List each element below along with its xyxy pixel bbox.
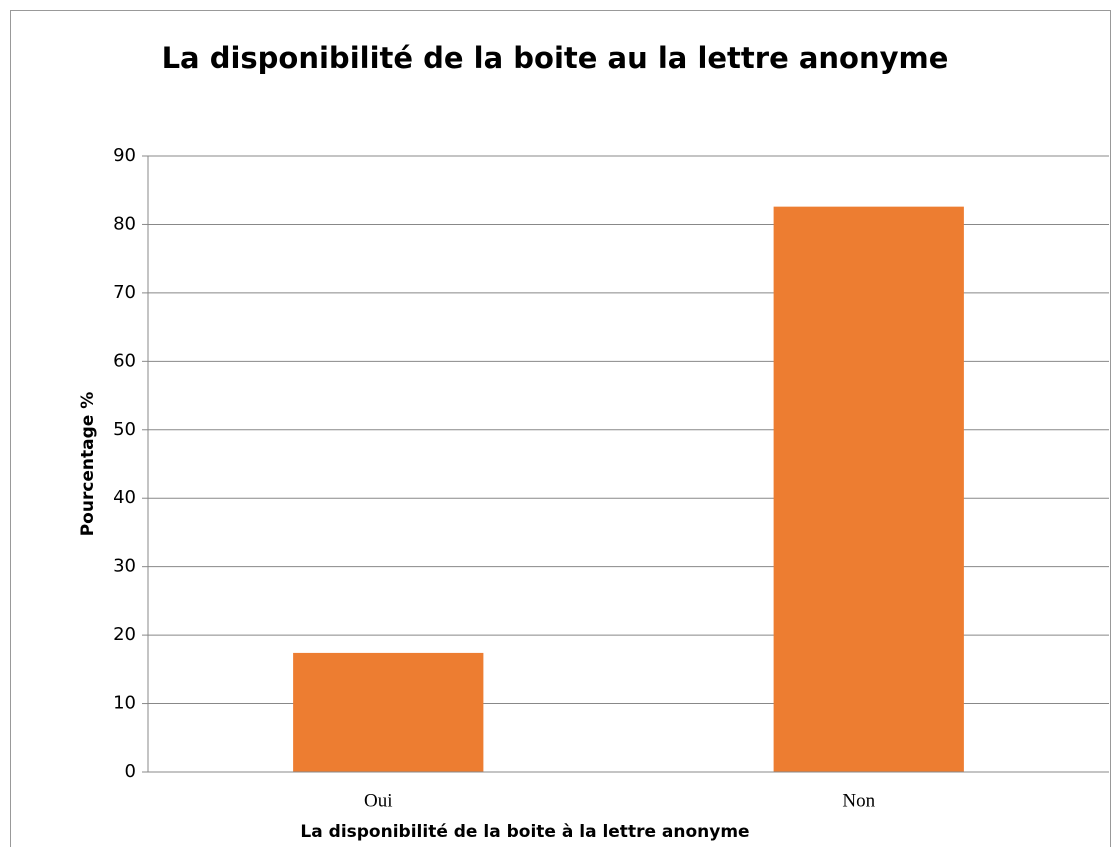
x-axis-title: La disponibilité de la boite à la lettre… <box>300 822 749 842</box>
bar <box>293 652 484 772</box>
y-tick-label: 20 <box>113 624 136 645</box>
y-axis-title: Pourcentage % <box>78 392 98 537</box>
y-tick-label: 70 <box>113 282 136 303</box>
y-tick-label: 60 <box>113 350 136 371</box>
y-tick-label: 10 <box>113 693 136 714</box>
y-tick-label: 30 <box>113 556 136 577</box>
y-tick-label: 80 <box>113 213 136 234</box>
chart-title: La disponibilité de la boite au la lettr… <box>162 41 949 75</box>
x-tick-label: Oui <box>364 790 393 811</box>
y-tick-label: 0 <box>125 761 136 782</box>
x-tick-label: Non <box>842 790 875 811</box>
y-tick-label: 90 <box>113 145 136 166</box>
y-tick-label: 50 <box>113 419 136 440</box>
chart-frame <box>10 10 1111 847</box>
y-tick-label: 40 <box>113 487 136 508</box>
bar <box>773 206 964 772</box>
